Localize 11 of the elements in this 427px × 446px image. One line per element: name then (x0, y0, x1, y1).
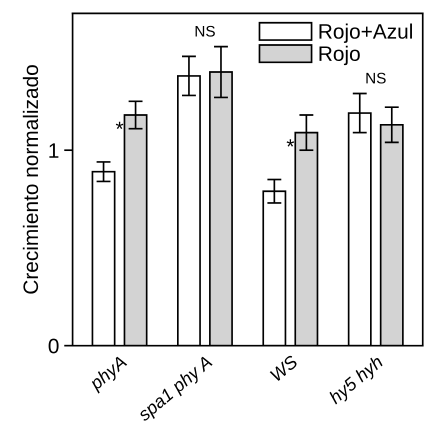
legend-label: Rojo+Azul (320, 23, 412, 43)
annotation: NS (366, 72, 386, 84)
annotation: * (286, 139, 294, 147)
y-axis-title: Crecimiento normalizado (22, 65, 38, 294)
y-tick-label: 0 (48, 338, 59, 354)
legend-label: Rojo (320, 46, 360, 66)
annotation: * (116, 122, 124, 130)
y-tick-label: 1 (49, 143, 58, 158)
annotation: NS (196, 26, 215, 37)
x-tick-label: WS (270, 354, 299, 382)
x-tick-label: hy5 hyh (328, 354, 386, 408)
